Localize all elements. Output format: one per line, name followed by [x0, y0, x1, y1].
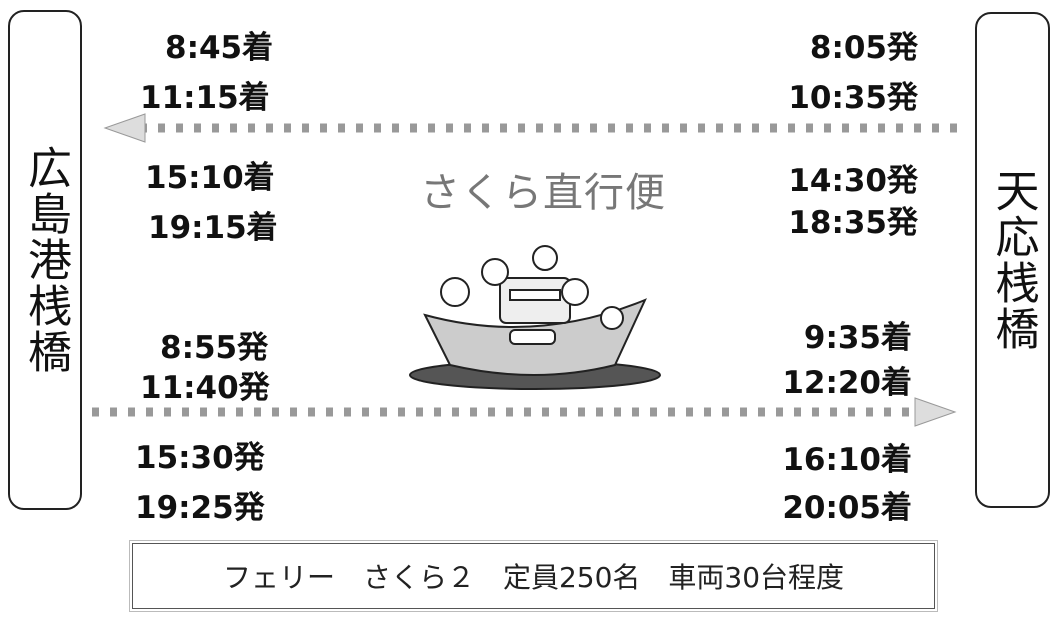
- time: 8:05発: [809, 30, 918, 66]
- time: 16:10着: [782, 442, 912, 478]
- time: 14:30発: [788, 163, 918, 199]
- pier-box: 天応桟橋: [975, 12, 1050, 508]
- arrow-head: [103, 113, 146, 143]
- time: 10:35発: [788, 80, 918, 116]
- ship-illustration: [409, 245, 661, 390]
- time: 20:05着: [782, 490, 912, 526]
- time: 18:35発: [788, 205, 918, 241]
- time: 19:15着: [148, 210, 278, 246]
- arrow-head: [914, 397, 957, 427]
- service-name: さくら直行便: [420, 170, 666, 216]
- time: 12:20着: [782, 365, 912, 401]
- pier-box: 広島港桟橋: [8, 10, 82, 510]
- pier-name: 天応桟橋: [987, 168, 1039, 352]
- time: 15:10着: [145, 160, 275, 196]
- time: 9:35着: [803, 320, 912, 356]
- time: 8:55発: [160, 330, 269, 366]
- time: 11:15着: [140, 80, 270, 116]
- pier-name: 広島港桟橋: [20, 145, 71, 375]
- time: 15:30発: [135, 440, 265, 476]
- time: 11:40発: [140, 370, 270, 406]
- footer: フェリー さくら２ 定員250名 車両30台程度: [132, 543, 935, 609]
- time: 19:25発: [135, 490, 265, 526]
- time: 8:45着: [165, 30, 274, 66]
